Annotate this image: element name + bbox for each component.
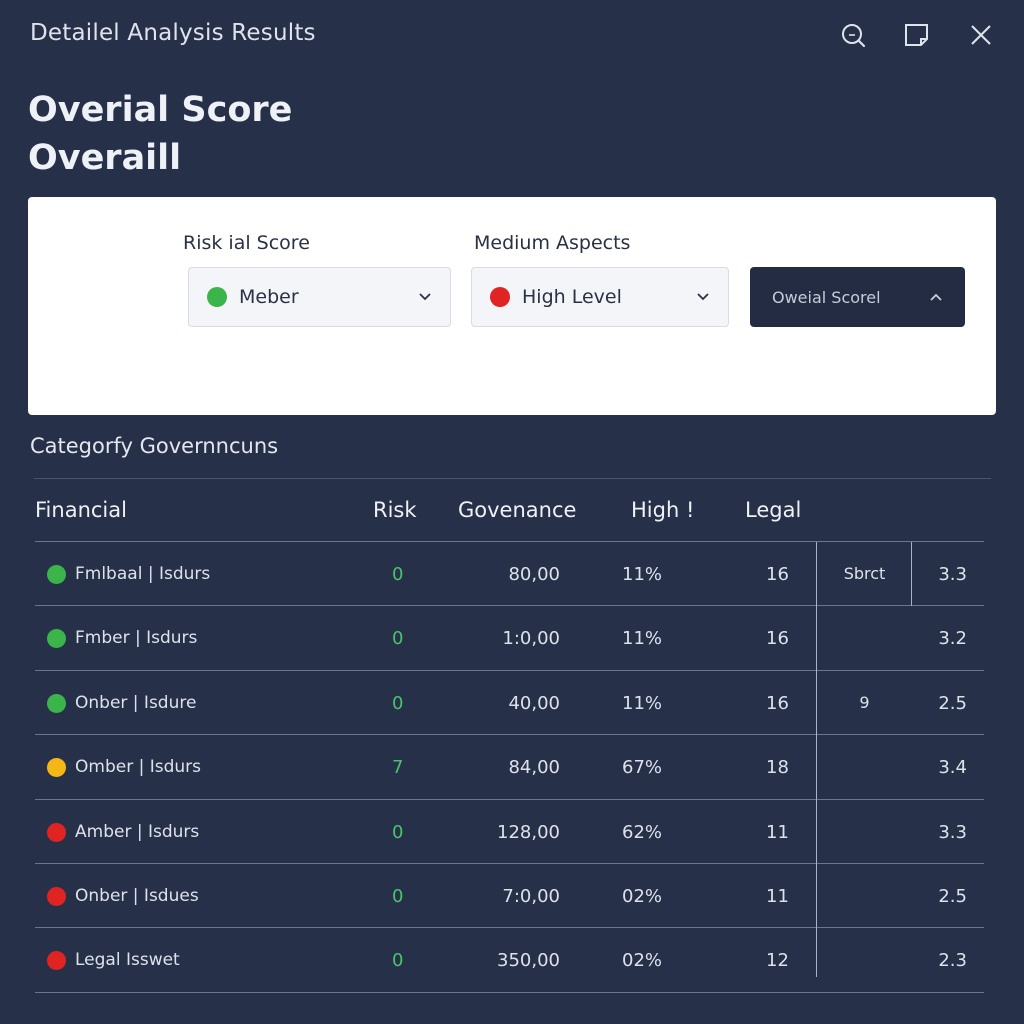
chevron-down-icon — [419, 293, 431, 301]
maximize-icon — [905, 24, 928, 46]
overall-score-button-label: Oweial Scorel — [772, 287, 881, 307]
status-dot — [47, 886, 66, 906]
status-dot — [47, 951, 66, 971]
row-risk: 0 — [392, 692, 404, 714]
row-legal: 11 — [766, 885, 789, 907]
maximize-button[interactable] — [904, 20, 930, 50]
status-dot — [207, 287, 227, 307]
row-high: 67% — [622, 757, 663, 779]
row-legal: 16 — [766, 692, 789, 714]
results-table: Financial Risk Govenance High ! Legal Fm… — [35, 480, 984, 993]
score-heading-line-1: Overial Score — [28, 90, 293, 130]
row-high: 62% — [622, 821, 663, 843]
status-dot — [47, 693, 66, 713]
row-name: Onber | Isdure — [75, 692, 197, 713]
column-divider — [816, 542, 817, 977]
row-name: Fmber | Isdurs — [75, 628, 198, 649]
row-risk: 0 — [392, 564, 404, 585]
row-governance: 84,00 — [508, 757, 560, 779]
risk-score-select[interactable]: Meber — [188, 267, 451, 327]
window-title: Detailel Analysis Results — [30, 20, 316, 46]
section-title: Categorfy Governncuns — [30, 434, 279, 458]
row-score: 2.5 — [938, 692, 967, 714]
row-high: 11% — [622, 692, 663, 714]
search-icon — [842, 24, 866, 48]
row-score: 3.3 — [938, 821, 967, 843]
row-governance: 40,00 — [508, 692, 560, 714]
row-score: 3.3 — [938, 564, 967, 585]
overall-score-heading: Overial Score Overaill — [28, 86, 292, 182]
row-name: Onber | Isdues — [75, 885, 199, 906]
row-name: Fmlbaal | Isdurs — [75, 564, 211, 584]
row-legal: 11 — [766, 821, 789, 843]
row-high: 11% — [622, 628, 663, 650]
status-dot — [490, 287, 510, 307]
medium-aspects-value: High Level — [522, 286, 622, 308]
table-header: Financial Risk Govenance High ! Legal — [35, 480, 984, 542]
row-legal: 12 — [766, 950, 789, 972]
close-button[interactable] — [968, 20, 994, 50]
row-score: 3.2 — [938, 628, 967, 650]
row-score: 3.4 — [938, 757, 967, 779]
row-legal: 18 — [766, 757, 789, 779]
row-score: 2.5 — [938, 885, 967, 907]
row-high: 11% — [622, 564, 663, 585]
filter-panel: Risk ial Score Medium Aspects Meber High… — [28, 197, 996, 415]
status-dot — [47, 758, 66, 778]
row-extra: 9 — [859, 692, 870, 712]
score-heading-line-2: Overaill — [28, 138, 182, 178]
column-divider — [911, 542, 912, 606]
risk-score-label: Risk ial Score — [183, 232, 310, 254]
row-risk: 0 — [392, 950, 404, 972]
row-name: Omber | Isdurs — [75, 757, 201, 778]
row-risk: 0 — [392, 628, 404, 650]
row-high: 02% — [622, 885, 663, 907]
row-risk: 0 — [392, 885, 404, 907]
row-risk: 7 — [392, 757, 404, 779]
status-dot — [47, 629, 66, 649]
column-header-governance[interactable]: Govenance — [458, 498, 577, 522]
row-governance: 80,00 — [508, 564, 560, 585]
table-row[interactable]: Legal Isswet 0 350,00 02% 12 2.3 — [35, 928, 984, 993]
row-extra: Sbrct — [843, 564, 886, 583]
table-row[interactable]: Fmber | Isdurs 0 1:0,00 11% 16 3.2 — [35, 606, 984, 671]
row-score: 2.3 — [938, 950, 967, 972]
row-governance: 1:0,00 — [502, 628, 560, 650]
risk-score-value: Meber — [239, 286, 299, 308]
column-header-financial[interactable]: Financial — [35, 498, 127, 522]
table-row[interactable]: Onber | Isdure 0 40,00 11% 16 9 2.5 — [35, 671, 984, 736]
chevron-up-icon — [930, 293, 942, 301]
column-header-high[interactable]: High ! — [631, 498, 695, 522]
row-risk: 0 — [392, 821, 404, 843]
row-governance: 350,00 — [497, 950, 560, 972]
row-legal: 16 — [766, 564, 789, 585]
close-icon — [971, 25, 991, 45]
chevron-down-icon — [697, 293, 709, 301]
table-row[interactable]: Amber | Isdurs 0 128,00 62% 11 3.3 — [35, 800, 984, 864]
divider — [34, 478, 991, 479]
medium-aspects-label: Medium Aspects — [474, 232, 631, 254]
status-dot — [47, 822, 66, 842]
row-name: Legal Isswet — [75, 950, 180, 971]
table-row[interactable]: Fmlbaal | Isdurs 0 80,00 11% 16 Sbrct 3.3 — [35, 542, 984, 607]
row-governance: 128,00 — [497, 821, 560, 843]
search-button[interactable] — [840, 20, 866, 50]
window-controls — [840, 20, 994, 50]
table-row[interactable]: Onber | Isdues 0 7:0,00 02% 11 2.5 — [35, 864, 984, 929]
row-name: Amber | Isdurs — [75, 821, 200, 842]
row-governance: 7:0,00 — [502, 885, 560, 907]
table-body: Fmlbaal | Isdurs 0 80,00 11% 16 Sbrct 3.3 Fmber… — [35, 542, 984, 993]
column-header-legal[interactable]: Legal — [745, 498, 802, 522]
overall-score-button[interactable]: Oweial Scorel — [750, 267, 965, 327]
row-legal: 16 — [766, 628, 789, 650]
table-row[interactable]: Omber | Isdurs 7 84,00 67% 18 3.4 — [35, 735, 984, 800]
medium-aspects-select[interactable]: High Level — [471, 267, 729, 327]
status-dot — [47, 565, 66, 584]
column-header-risk[interactable]: Risk — [373, 498, 417, 522]
row-high: 02% — [622, 950, 663, 972]
